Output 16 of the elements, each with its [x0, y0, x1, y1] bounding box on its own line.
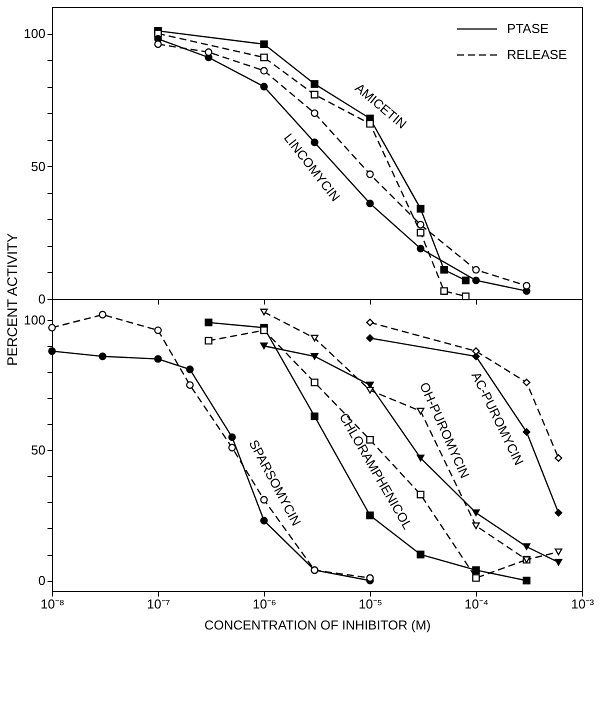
x-tick-label: 10⁻⁷: [146, 596, 170, 612]
x-tick-label: 10⁻⁶: [252, 596, 276, 612]
y-tick-label: 50: [31, 442, 46, 458]
legend-label: RELEASE: [507, 47, 568, 62]
x-tick-label: 10⁻⁸: [40, 596, 64, 612]
x-axis-title: CONCENTRATION OF INHIBITOR (M): [204, 618, 431, 632]
x-tick-label: 10⁻⁵: [358, 596, 382, 612]
y-tick-label: 100: [24, 26, 46, 42]
x-tick-label: 10⁻⁴: [464, 596, 489, 612]
y-tick-label: 100: [24, 312, 46, 328]
y-tick-label: 0: [38, 573, 46, 588]
y-axis-title: PERCENT ACTIVITY: [4, 232, 20, 366]
x-tick-label: 10⁻³: [571, 596, 595, 612]
legend-label: PTASE: [507, 21, 549, 36]
y-tick-label: 50: [31, 158, 46, 174]
y-tick-label: 0: [38, 292, 46, 306]
